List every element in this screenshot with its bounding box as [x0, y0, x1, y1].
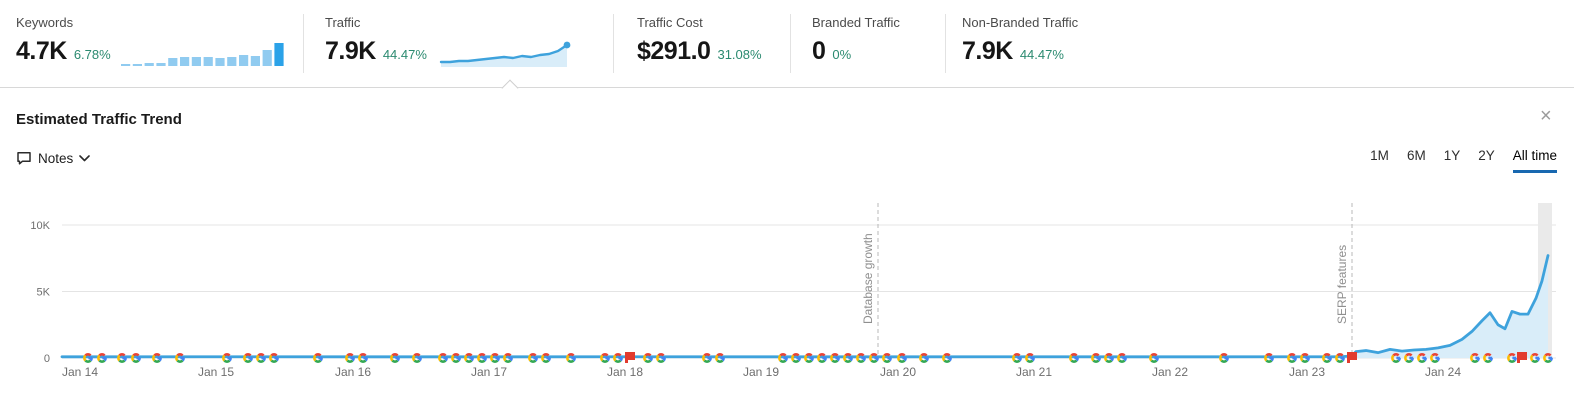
metric-value: 7.9K	[325, 37, 376, 65]
x-axis-tick: Jan 15	[198, 365, 234, 379]
divider	[790, 14, 791, 73]
y-axis-tick: 0	[44, 353, 50, 365]
x-axis-tick: Jan 17	[471, 365, 507, 379]
metric-non-branded-traffic[interactable]: Non-Branded Traffic 7.9K 44.47%	[962, 15, 1078, 66]
notes-dropdown[interactable]: Notes	[16, 150, 91, 166]
time-range-tabs: 1M 6M 1Y 2Y All time	[1370, 148, 1557, 173]
panel-title: Estimated Traffic Trend	[16, 111, 182, 128]
metric-label: Non-Branded Traffic	[962, 15, 1079, 30]
notes-label: Notes	[38, 150, 74, 166]
x-axis-tick: Jan 18	[607, 365, 643, 379]
keywords-sparkline-bars	[120, 43, 284, 66]
x-axis-tick: Jan 23	[1289, 365, 1325, 379]
annotation-label: Database growth	[861, 233, 875, 324]
traffic-area-fill	[62, 255, 1548, 358]
metric-branded-traffic[interactable]: Branded Traffic 0 0%	[812, 15, 900, 66]
metric-change: 44.47%	[382, 47, 427, 62]
metric-label: Traffic Cost	[637, 15, 703, 30]
x-axis-tick: Jan 16	[335, 365, 371, 379]
red-flag-note-icon[interactable]	[1347, 352, 1357, 363]
metric-value: 7.9K	[962, 37, 1013, 65]
traffic-line	[60, 254, 1550, 359]
x-axis-tick: Jan 22	[1152, 365, 1188, 379]
x-axis-tick: Jan 19	[743, 365, 779, 379]
tab-1y[interactable]: 1Y	[1443, 148, 1461, 163]
note-bubble-icon	[17, 152, 31, 165]
metric-traffic-cost[interactable]: Traffic Cost $291.0 31.08%	[637, 15, 762, 66]
x-axis-tick: Jan 14	[62, 365, 98, 379]
tab-2y[interactable]: 2Y	[1478, 148, 1495, 163]
chevron-down-icon	[79, 154, 91, 161]
y-axis-tick: 10K	[30, 220, 50, 232]
x-axis-tick: Jan 20	[880, 365, 916, 379]
metric-traffic[interactable]: Traffic 7.9K 44.47%	[325, 15, 573, 71]
metric-label: Branded Traffic	[812, 15, 900, 30]
divider	[613, 14, 614, 73]
metric-label: Keywords	[16, 15, 74, 30]
estimated-traffic-trend-panel: Estimated Traffic Trend × Notes 1M 6M 1Y…	[0, 88, 1574, 408]
metric-label: Traffic	[325, 15, 361, 30]
metric-change: 31.08%	[717, 47, 762, 62]
metric-keywords[interactable]: Keywords 4.7K 6.78%	[16, 15, 287, 66]
red-flag-note-icon[interactable]	[625, 352, 635, 363]
x-axis-tick: Jan 24	[1425, 365, 1461, 379]
metric-value: 4.7K	[16, 37, 67, 65]
metric-change: 0%	[832, 47, 852, 62]
metric-change: 44.47%	[1019, 47, 1064, 62]
divider	[303, 14, 304, 73]
divider	[945, 14, 946, 73]
annotation-label: SERP features	[1335, 245, 1349, 324]
traffic-sparkline-area	[439, 41, 571, 67]
tab-all-time[interactable]: All time	[1512, 148, 1557, 173]
y-axis-tick: 5K	[37, 287, 51, 299]
metrics-summary-bar: Keywords 4.7K 6.78% Traffic 7.9K 44.47% …	[0, 0, 1574, 97]
close-icon[interactable]: ×	[1540, 105, 1552, 127]
tab-6m[interactable]: 6M	[1406, 148, 1426, 163]
x-axis-tick: Jan 21	[1016, 365, 1052, 379]
red-flag-note-icon[interactable]	[1517, 352, 1527, 363]
metric-value: 0	[812, 37, 826, 65]
metric-value: $291.0	[637, 37, 711, 65]
traffic-trend-chart: 10K 5K 0 Database growth SERP features Jan 14…	[30, 203, 1556, 379]
metric-change: 6.78%	[73, 47, 111, 62]
tab-1m[interactable]: 1M	[1370, 148, 1389, 163]
